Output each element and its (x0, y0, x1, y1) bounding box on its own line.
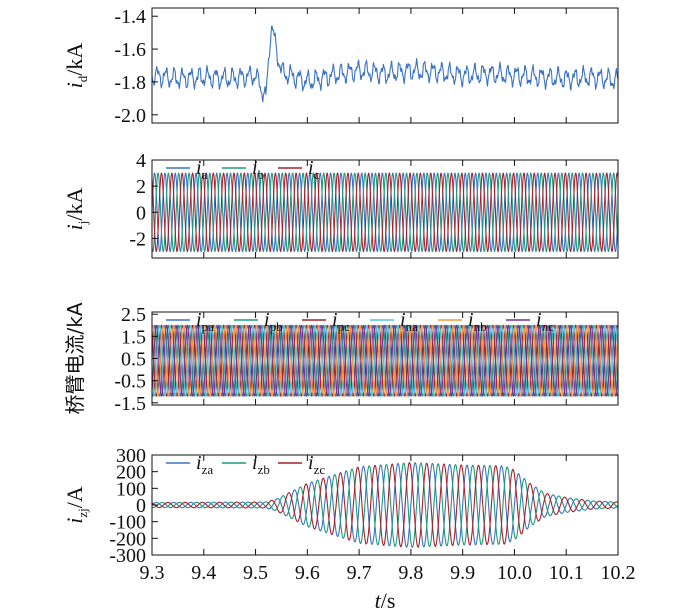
y-axis-label: ij/kA (62, 188, 90, 231)
x-tick-label: 10.0 (497, 562, 532, 584)
legend-label: ipc (332, 309, 350, 334)
plot-area (152, 172, 618, 253)
x-tick-label: 9.9 (450, 562, 475, 584)
legend-label: inc (536, 309, 554, 334)
x-tick-label: 9.8 (398, 562, 423, 584)
series-line-ib (152, 172, 618, 253)
series-line-inc (152, 324, 618, 397)
svg-text:ij/kA: ij/kA (62, 188, 90, 231)
svg-text:izj/A: izj/A (62, 486, 90, 524)
y-tick-label: 100 (116, 478, 146, 500)
axes-frame (151, 159, 619, 259)
series-line-ia (152, 172, 618, 253)
x-tick-label: 10.1 (549, 562, 584, 584)
legend-item-inb: inb (438, 309, 487, 334)
y-tick-label: -2 (129, 228, 146, 250)
svg-text:id/kA: id/kA (62, 43, 90, 89)
legend-item-inc: inc (506, 309, 554, 334)
x-tick-label: 9.5 (243, 562, 268, 584)
legend-label: izc (308, 452, 325, 477)
legend-item-ina: ina (370, 309, 418, 334)
legend-label: ia (196, 157, 208, 182)
plot-area (152, 324, 618, 397)
series-line-izb (152, 462, 618, 548)
legend-item-ic: ic (278, 157, 320, 182)
legend-label: izb (252, 452, 270, 477)
y-tick-label: -1.5 (114, 393, 146, 415)
x-tick-label: 10.2 (601, 562, 636, 584)
axes-frame (151, 7, 619, 124)
x-axis-label: t/s (375, 588, 396, 613)
x-axis: 9.3 9.4 9.5 9.6 9.7 9.8 9.9 10.0 10.1 10.2 t/s (140, 562, 636, 613)
legend-item-iza: iza (166, 452, 213, 477)
series-line-ic (152, 172, 618, 253)
legend-label: ina (400, 309, 418, 334)
y-tick-label: -200 (109, 528, 146, 550)
y-tick-label: 1.5 (121, 326, 146, 348)
y-tick-label: 300 (116, 445, 146, 467)
y-tick-label: -0.5 (114, 371, 146, 393)
ij-panel: 4 2 0 -2 ij/kA ia ib ic (62, 150, 619, 259)
series-line-inb (152, 324, 618, 397)
legend: ipa ipb ipc ina inb inc (166, 309, 554, 334)
y-tick-label: 4 (136, 150, 146, 172)
y-axis-label: izj/A (62, 486, 90, 524)
y-tick-label: 2 (136, 176, 146, 198)
y-axis-label: 桥臂电流/kA (63, 302, 87, 414)
y-tick-label: 0 (136, 202, 146, 224)
x-tick-label: 9.3 (140, 562, 165, 584)
legend-label: inb (468, 309, 487, 334)
y-axis-label: id/kA (62, 43, 90, 89)
x-tick-label: 9.6 (295, 562, 320, 584)
legend-item-izb: izb (222, 452, 270, 477)
y-tick-label: -1.8 (114, 72, 146, 94)
legend-label: iza (196, 452, 213, 477)
series-line-iza (152, 462, 618, 548)
id-panel: -1.4 -1.6 -1.8 -2.0 id/kA (62, 6, 619, 127)
plot-area (152, 25, 618, 103)
legend-label: ic (308, 157, 320, 182)
y-tick-label: -300 (109, 545, 146, 567)
legend-item-ib: ib (222, 157, 264, 182)
legend: ia ib ic (166, 157, 320, 182)
legend-item-ipb: ipb (234, 309, 283, 334)
legend-label: ipb (264, 309, 283, 334)
y-tick-label: -2.0 (114, 105, 146, 127)
y-tick-label: -100 (109, 512, 146, 534)
y-tick-label: -1.4 (114, 6, 146, 28)
legend: iza izb izc (166, 452, 325, 477)
x-tick-label: 9.7 (347, 562, 372, 584)
legend-item-ipc: ipc (302, 309, 350, 334)
y-tick-label: 200 (116, 462, 146, 484)
series-line-izc (152, 462, 618, 548)
y-tick-label: -1.6 (114, 39, 146, 61)
legend-label: ib (252, 157, 264, 182)
series-line-id (152, 25, 618, 103)
y-tick-label: 0 (136, 495, 146, 517)
plot-area (152, 462, 618, 548)
y-tick-label: 2.5 (121, 304, 146, 326)
y-tick-label: 0.5 (121, 349, 146, 371)
legend-item-ipa: ipa (166, 309, 214, 334)
legend-item-izc: izc (278, 452, 325, 477)
legend-label: ipa (196, 309, 214, 334)
series-line-ina (152, 324, 618, 397)
svg-text:桥臂电流/kA: 桥臂电流/kA (63, 302, 87, 414)
legend-item-ia: ia (166, 157, 208, 182)
x-tick-label: 9.4 (191, 562, 216, 584)
